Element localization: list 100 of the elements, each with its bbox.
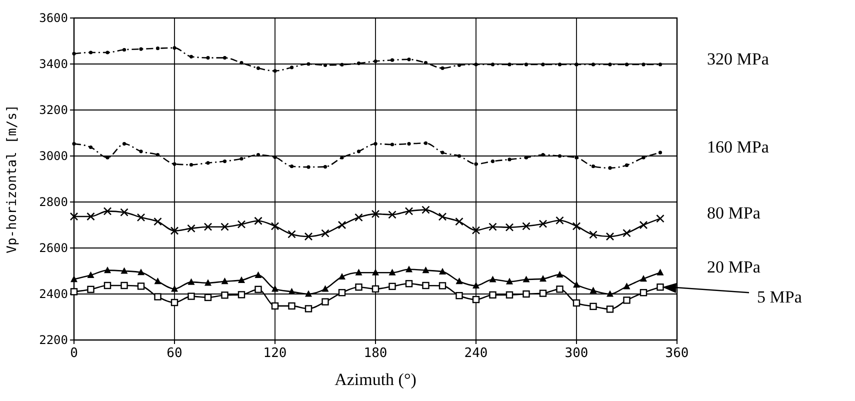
point: [624, 62, 629, 66]
point: [374, 142, 378, 146]
point: [138, 268, 144, 276]
point: [424, 61, 428, 65]
point: [390, 142, 394, 146]
y-tick-label: 3000: [39, 149, 68, 164]
point: [288, 230, 296, 238]
point: [488, 222, 497, 231]
y-axis-title: Vp-horizontal [m/s]: [5, 104, 20, 254]
point: [506, 278, 513, 284]
point: [624, 163, 629, 167]
point: [306, 165, 310, 169]
point: [306, 62, 310, 66]
point: [204, 222, 212, 231]
point: [222, 159, 227, 164]
text: 20 MPa: [707, 258, 761, 277]
point: [254, 216, 262, 226]
point: [237, 220, 246, 228]
point: [321, 229, 330, 238]
point: [188, 278, 195, 285]
point: [440, 150, 444, 154]
y-tick-label: 3400: [39, 57, 68, 72]
point: [189, 162, 194, 167]
point: [206, 56, 210, 60]
point: [122, 48, 126, 52]
point: [406, 266, 412, 272]
point: [156, 153, 160, 157]
x-axis-title: Azimuth (°): [334, 370, 416, 389]
point: [338, 289, 346, 296]
point: [590, 286, 597, 294]
point: [390, 58, 394, 62]
point: [573, 281, 580, 288]
x-tick-label: 180: [364, 346, 388, 361]
point: [290, 66, 294, 70]
point: [356, 150, 361, 154]
point: [371, 210, 380, 218]
point: [340, 62, 344, 66]
point: [222, 56, 227, 60]
point: [355, 268, 362, 276]
x-tick-label: 60: [166, 346, 182, 361]
point: [606, 232, 614, 241]
point: [139, 47, 143, 51]
point: [456, 292, 463, 300]
point: [104, 266, 111, 274]
point: [472, 282, 480, 289]
point: [508, 158, 512, 162]
point: [72, 52, 76, 56]
point: [472, 226, 480, 234]
point: [154, 217, 162, 226]
legend-label: 5 MPa: [757, 288, 802, 307]
point: [188, 292, 195, 300]
point: [404, 207, 414, 216]
point: [374, 59, 378, 64]
point: [590, 302, 597, 310]
point: [505, 223, 514, 232]
point: [170, 226, 179, 235]
point: [474, 62, 478, 66]
point: [240, 156, 244, 161]
point: [106, 50, 110, 54]
point: [238, 276, 245, 283]
point: [388, 282, 396, 290]
point: [354, 213, 363, 222]
point: [172, 46, 176, 50]
point: [489, 276, 496, 282]
point: [271, 302, 279, 310]
point: [591, 62, 596, 66]
point: [639, 220, 648, 230]
point: [591, 164, 596, 168]
point: [254, 271, 262, 278]
text: 320 MPa: [707, 49, 770, 68]
point: [540, 275, 546, 282]
point: [658, 62, 662, 66]
y-tick-label: 2600: [39, 241, 68, 256]
point: [388, 210, 396, 219]
point: [288, 302, 296, 310]
point: [204, 294, 212, 302]
point: [656, 284, 664, 291]
x-tick-label: 240: [464, 346, 488, 361]
point: [86, 212, 95, 221]
point: [104, 282, 112, 290]
point: [156, 46, 160, 50]
point: [539, 290, 547, 297]
point: [70, 212, 78, 221]
point: [122, 142, 126, 146]
point: [623, 282, 630, 290]
point: [439, 268, 446, 274]
point: [455, 217, 464, 226]
point: [221, 278, 228, 284]
point: [137, 282, 145, 290]
point: [206, 161, 210, 165]
point: [640, 289, 648, 296]
point: [103, 207, 112, 216]
point: [172, 162, 176, 166]
point: [522, 290, 530, 298]
point: [606, 306, 614, 313]
text: 80 MPa: [707, 204, 761, 223]
point: [88, 50, 93, 54]
point: [522, 222, 530, 230]
point: [272, 285, 278, 292]
point: [656, 214, 664, 223]
